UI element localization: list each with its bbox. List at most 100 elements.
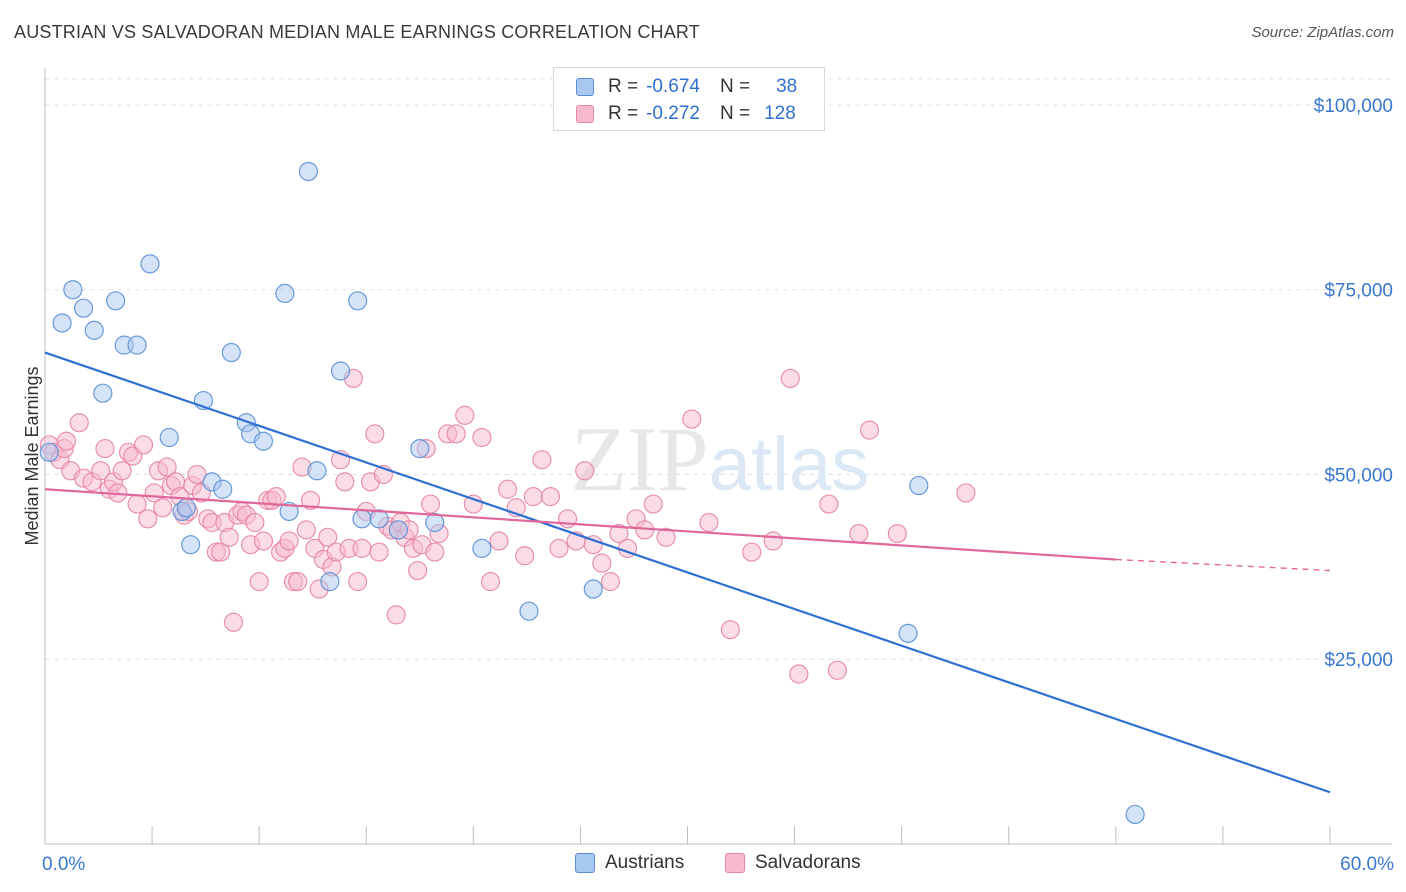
point-salvadorans: [266, 487, 286, 507]
point-salvadorans: [480, 572, 501, 592]
point-salvadorans: [91, 461, 111, 481]
point-salvadorans: [69, 413, 89, 433]
point-salvadorans: [138, 509, 158, 529]
point-austrians: [583, 579, 603, 599]
point-austrians: [73, 298, 94, 318]
point-salvadorans: [887, 523, 907, 544]
legend-r-value: -0.674: [646, 76, 700, 97]
point-salvadorans: [583, 535, 603, 555]
point-salvadorans: [335, 472, 355, 492]
legend-row-austrians: R = -0.674 N = 38: [576, 75, 797, 99]
point-austrians: [898, 623, 918, 643]
point-austrians: [84, 320, 104, 340]
point-salvadorans: [56, 431, 77, 451]
point-salvadorans: [133, 435, 154, 455]
point-austrians: [909, 475, 929, 496]
point-salvadorans: [95, 439, 115, 459]
point-austrians: [1125, 804, 1145, 825]
point-salvadorans: [557, 509, 578, 529]
series-swatch-austrians: [575, 853, 595, 873]
point-salvadorans: [408, 560, 428, 581]
watermark: ZIPatlas: [571, 408, 870, 510]
point-austrians: [253, 431, 274, 451]
point-austrians: [275, 283, 295, 304]
point-salvadorans: [956, 483, 976, 503]
point-salvadorans: [223, 612, 244, 632]
point-austrians: [320, 572, 340, 592]
point-salvadorans: [575, 461, 595, 481]
trend-line-salvadorans: [44, 488, 1116, 561]
legend-row-salvadorans: R = -0.272 N = 128: [576, 102, 796, 126]
point-austrians: [348, 291, 368, 311]
point-salvadorans: [656, 527, 676, 547]
correlation-legend: R = -0.674 N = 38 R = -0.272 N = 128: [553, 67, 825, 131]
point-salvadorans: [849, 523, 869, 544]
point-austrians: [213, 479, 233, 499]
point-austrians: [472, 538, 492, 558]
series-legend-austrians: Austrians: [575, 852, 684, 874]
series-label-austrians: Austrians: [605, 852, 685, 873]
point-salvadorans: [763, 531, 783, 551]
point-austrians: [519, 601, 539, 621]
series-legend-salvadorans: Salvadorans: [725, 852, 861, 874]
point-salvadorans: [253, 531, 274, 551]
legend-r-label: R =: [608, 76, 639, 97]
x-tick-label-min: 0.0%: [42, 854, 85, 875]
point-salvadorans: [279, 531, 299, 551]
point-salvadorans: [827, 660, 848, 680]
point-austrians: [352, 509, 372, 529]
point-salvadorans: [643, 494, 663, 514]
legend-swatch-salvadorans: [576, 105, 594, 123]
point-salvadorans: [609, 523, 629, 544]
point-salvadorans: [153, 498, 173, 518]
legend-swatch-austrians: [576, 78, 594, 96]
point-salvadorans: [682, 409, 702, 429]
point-austrians: [140, 254, 160, 274]
point-salvadorans: [420, 494, 441, 514]
legend-r-label: R =: [608, 103, 639, 124]
point-salvadorans: [157, 457, 177, 477]
point-salvadorans: [211, 542, 231, 562]
point-salvadorans: [249, 572, 269, 592]
point-salvadorans: [300, 490, 321, 510]
point-salvadorans: [296, 520, 316, 540]
point-salvadorans: [515, 546, 535, 566]
point-salvadorans: [219, 527, 239, 547]
point-salvadorans: [472, 427, 492, 448]
point-salvadorans: [523, 487, 543, 507]
point-austrians: [279, 501, 299, 522]
point-salvadorans: [386, 605, 406, 625]
point-austrians: [307, 461, 327, 481]
point-salvadorans: [112, 461, 132, 481]
y-tick-label: $75,000: [1324, 281, 1393, 302]
point-austrians: [39, 442, 59, 462]
point-austrians: [369, 509, 389, 529]
point-austrians: [330, 361, 351, 381]
point-salvadorans: [489, 531, 509, 551]
point-salvadorans: [455, 405, 475, 425]
point-salvadorans: [549, 538, 569, 558]
series-label-salvadorans: Salvadorans: [755, 852, 861, 873]
point-salvadorans: [699, 512, 719, 533]
legend-n-label: N =: [719, 76, 751, 97]
point-austrians: [181, 535, 201, 555]
x-tick-label-max: 60.0%: [1340, 854, 1394, 875]
point-salvadorans: [532, 450, 552, 470]
point-salvadorans: [498, 479, 518, 499]
series-swatch-salvadorans: [725, 853, 745, 873]
series-legend: Austrians Salvadorans: [0, 852, 1406, 876]
point-salvadorans: [540, 487, 561, 507]
point-salvadorans: [425, 542, 445, 562]
point-salvadorans: [365, 424, 385, 444]
point-austrians: [159, 427, 179, 448]
y-tick-label: $100,000: [1314, 96, 1393, 117]
point-salvadorans: [369, 542, 389, 562]
point-austrians: [93, 383, 113, 403]
point-salvadorans: [600, 572, 621, 592]
point-salvadorans: [348, 572, 368, 592]
point-austrians: [425, 512, 445, 533]
point-salvadorans: [446, 424, 466, 444]
point-salvadorans: [288, 572, 308, 592]
y-tick-label: $50,000: [1324, 465, 1393, 486]
